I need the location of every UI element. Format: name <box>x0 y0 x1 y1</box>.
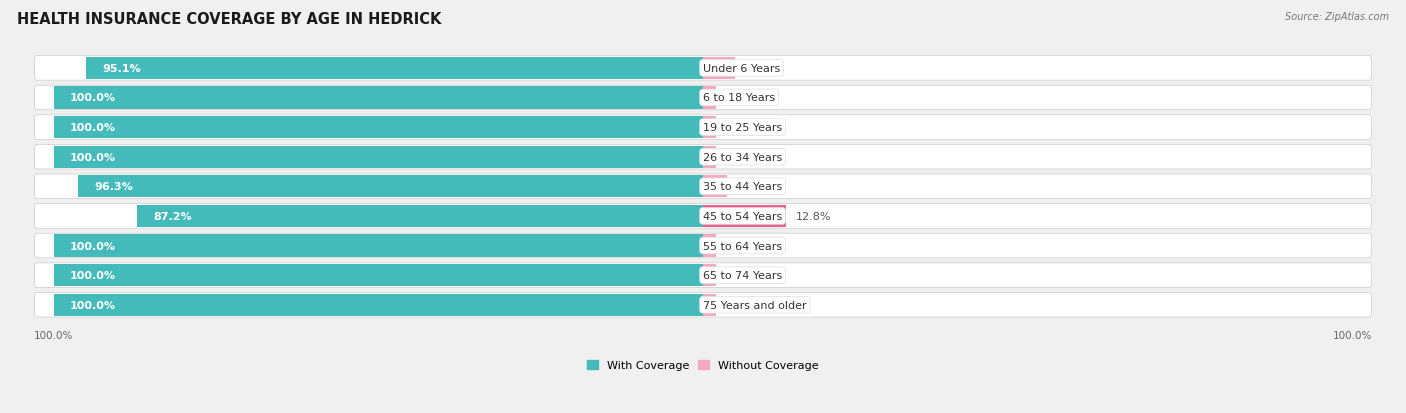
Text: 100.0%: 100.0% <box>70 93 117 103</box>
Bar <box>53 264 703 287</box>
Text: 26 to 34 Years: 26 to 34 Years <box>703 152 782 162</box>
Text: 35 to 44 Years: 35 to 44 Years <box>703 182 782 192</box>
Bar <box>703 87 716 109</box>
Bar <box>703 264 716 287</box>
Bar <box>703 146 716 169</box>
Bar <box>703 57 735 80</box>
Legend: With Coverage, Without Coverage: With Coverage, Without Coverage <box>588 360 818 370</box>
Text: 3.7%: 3.7% <box>737 182 765 192</box>
Text: HEALTH INSURANCE COVERAGE BY AGE IN HEDRICK: HEALTH INSURANCE COVERAGE BY AGE IN HEDR… <box>17 12 441 27</box>
Text: 65 to 74 Years: 65 to 74 Years <box>703 271 782 280</box>
Text: 0.0%: 0.0% <box>725 93 754 103</box>
FancyBboxPatch shape <box>35 86 1371 111</box>
Text: 0.0%: 0.0% <box>725 123 754 133</box>
Text: Source: ZipAtlas.com: Source: ZipAtlas.com <box>1285 12 1389 22</box>
Text: 100.0%: 100.0% <box>70 152 117 162</box>
FancyBboxPatch shape <box>35 293 1371 317</box>
Bar <box>86 57 703 80</box>
Bar <box>136 205 703 228</box>
Text: 4.9%: 4.9% <box>745 64 773 74</box>
FancyBboxPatch shape <box>35 234 1371 258</box>
FancyBboxPatch shape <box>35 145 1371 170</box>
Text: Under 6 Years: Under 6 Years <box>703 64 780 74</box>
Text: 87.2%: 87.2% <box>153 211 191 221</box>
Bar <box>53 146 703 169</box>
Bar <box>53 117 703 139</box>
FancyBboxPatch shape <box>35 175 1371 199</box>
Text: 100.0%: 100.0% <box>70 300 117 310</box>
Text: 75 Years and older: 75 Years and older <box>703 300 807 310</box>
Text: 6 to 18 Years: 6 to 18 Years <box>703 93 775 103</box>
Text: 0.0%: 0.0% <box>725 241 754 251</box>
Bar <box>77 176 703 198</box>
Text: 0.0%: 0.0% <box>725 271 754 280</box>
FancyBboxPatch shape <box>35 263 1371 288</box>
Bar <box>703 176 727 198</box>
FancyBboxPatch shape <box>35 204 1371 229</box>
Text: 0.0%: 0.0% <box>725 300 754 310</box>
Bar <box>53 235 703 257</box>
Bar <box>703 205 786 228</box>
Text: 55 to 64 Years: 55 to 64 Years <box>703 241 782 251</box>
Text: 12.8%: 12.8% <box>796 211 831 221</box>
Text: 95.1%: 95.1% <box>103 64 141 74</box>
Text: 45 to 54 Years: 45 to 54 Years <box>703 211 782 221</box>
Text: 19 to 25 Years: 19 to 25 Years <box>703 123 782 133</box>
Bar <box>703 294 716 316</box>
Text: 100.0%: 100.0% <box>70 123 117 133</box>
Text: 100.0%: 100.0% <box>70 271 117 280</box>
FancyBboxPatch shape <box>35 57 1371 81</box>
Text: 100.0%: 100.0% <box>70 241 117 251</box>
Bar <box>703 117 716 139</box>
Bar <box>53 87 703 109</box>
FancyBboxPatch shape <box>35 116 1371 140</box>
Text: 96.3%: 96.3% <box>94 182 134 192</box>
Bar <box>53 294 703 316</box>
Bar <box>703 235 716 257</box>
Text: 0.0%: 0.0% <box>725 152 754 162</box>
